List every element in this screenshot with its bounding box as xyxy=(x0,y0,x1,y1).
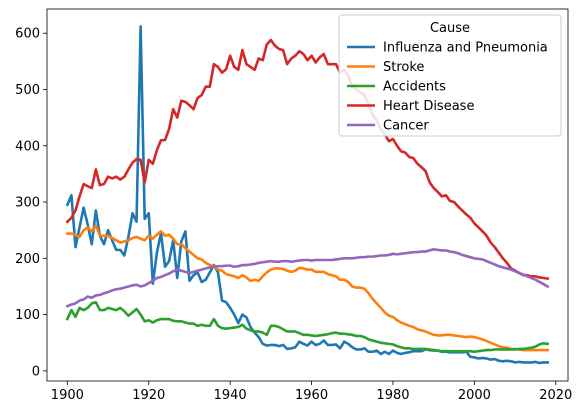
axes: 1900 1920 1940 1960 1980 2000 2020 0 100 200 300 40… xyxy=(15,27,572,403)
series-lines xyxy=(65,25,550,365)
legend-label-cancer: Cancer xyxy=(383,119,429,134)
legend-title: Cause xyxy=(430,21,470,36)
x-tick-label: 1980 xyxy=(376,388,409,403)
series-line-stroke xyxy=(66,224,549,352)
legend-box xyxy=(338,14,562,137)
legend-label-influenza-and-pneumonia: Influenza and Pneumonia xyxy=(383,41,548,56)
plot-border xyxy=(46,8,569,382)
y-tick-label: 0 xyxy=(32,364,40,379)
series-line-cancer xyxy=(65,248,550,308)
y-tick-label: 400 xyxy=(15,139,40,154)
legend-label-heart-disease: Heart Disease xyxy=(383,99,474,114)
legend: Cause Influenza and Pneumonia Stroke Accide… xyxy=(338,14,562,137)
series-line-influenza-and-pneumonia xyxy=(65,25,549,365)
x-tick-label: 1940 xyxy=(214,388,247,403)
legend-label-stroke: Stroke xyxy=(383,60,424,75)
x-tick-label: 1960 xyxy=(295,388,328,403)
plot-frame xyxy=(46,8,569,382)
x-tick-label: 1920 xyxy=(132,388,165,403)
y-tick-label: 200 xyxy=(15,252,40,267)
legend-label-accidents: Accidents xyxy=(383,80,446,95)
x-tick-label: 1900 xyxy=(51,388,84,403)
y-tick-label: 300 xyxy=(15,196,40,211)
series-line-accidents xyxy=(65,300,550,354)
y-tick-label: 500 xyxy=(15,83,40,98)
y-tick-label: 100 xyxy=(15,308,40,323)
x-tick-label: 2000 xyxy=(458,388,491,403)
y-tick-label: 600 xyxy=(15,27,40,42)
series-line-heart-disease xyxy=(65,38,550,281)
x-tick-label: 2020 xyxy=(539,388,572,403)
